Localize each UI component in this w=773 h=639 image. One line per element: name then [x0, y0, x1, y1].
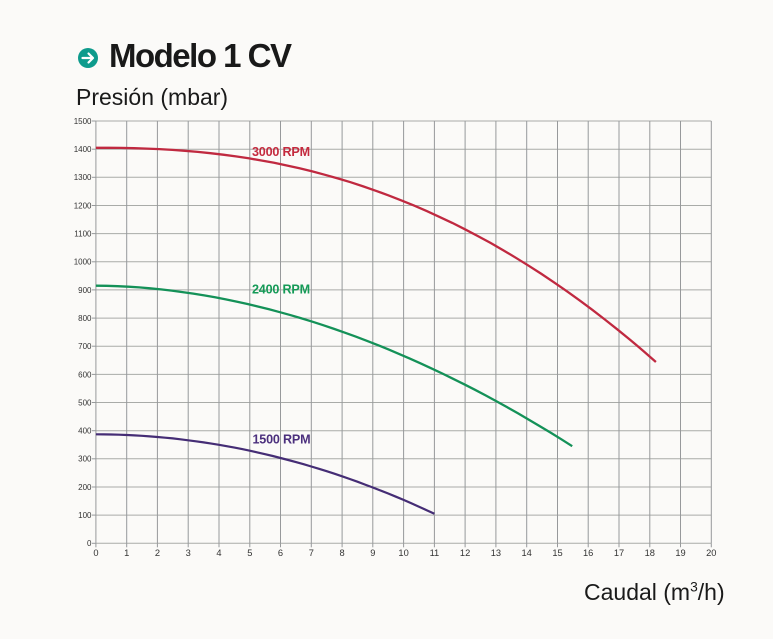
svg-text:1200: 1200 — [74, 201, 92, 210]
svg-text:1500: 1500 — [74, 117, 92, 126]
svg-text:600: 600 — [78, 370, 92, 379]
svg-text:2: 2 — [155, 548, 160, 558]
svg-text:20: 20 — [706, 548, 716, 558]
svg-text:200: 200 — [78, 483, 92, 492]
svg-text:12: 12 — [460, 548, 470, 558]
svg-text:16: 16 — [583, 548, 593, 558]
svg-text:3: 3 — [186, 548, 191, 558]
svg-text:800: 800 — [78, 314, 92, 323]
svg-text:15: 15 — [552, 548, 562, 558]
svg-text:700: 700 — [78, 342, 92, 351]
svg-text:1500 RPM: 1500 RPM — [253, 433, 311, 447]
svg-text:500: 500 — [78, 398, 92, 407]
svg-text:0: 0 — [87, 539, 92, 548]
svg-text:11: 11 — [430, 548, 440, 558]
svg-text:7: 7 — [309, 548, 314, 558]
svg-text:3000 RPM: 3000 RPM — [252, 145, 310, 159]
svg-text:13: 13 — [491, 548, 501, 558]
svg-text:17: 17 — [614, 548, 624, 558]
svg-text:1000: 1000 — [74, 258, 92, 267]
svg-text:4: 4 — [216, 548, 221, 558]
svg-text:0: 0 — [93, 548, 98, 558]
svg-text:300: 300 — [78, 455, 92, 464]
svg-text:2400 RPM: 2400 RPM — [252, 283, 310, 297]
svg-text:6: 6 — [278, 548, 283, 558]
svg-text:19: 19 — [675, 548, 685, 558]
svg-text:10: 10 — [398, 548, 408, 558]
svg-text:1300: 1300 — [74, 173, 92, 182]
svg-text:1: 1 — [124, 548, 129, 558]
svg-text:5: 5 — [247, 548, 252, 558]
svg-text:1100: 1100 — [74, 230, 92, 239]
svg-text:900: 900 — [78, 286, 92, 295]
svg-text:1400: 1400 — [74, 145, 92, 154]
svg-text:400: 400 — [78, 427, 92, 436]
svg-text:9: 9 — [370, 548, 375, 558]
svg-text:14: 14 — [522, 548, 532, 558]
svg-text:8: 8 — [340, 548, 345, 558]
svg-text:100: 100 — [78, 511, 92, 520]
svg-text:18: 18 — [645, 548, 655, 558]
